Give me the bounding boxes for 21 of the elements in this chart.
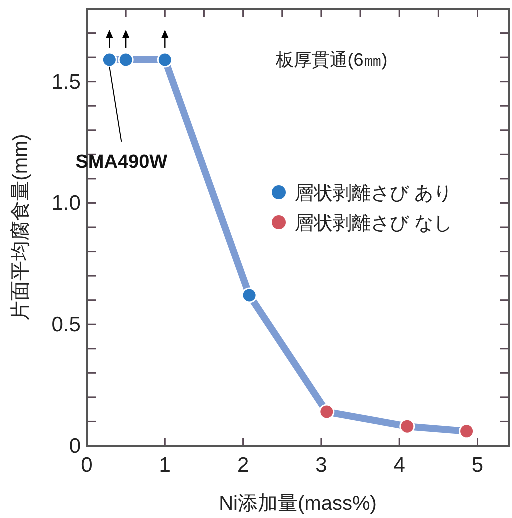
x-tick-label: 5: [472, 454, 484, 477]
y-tick-label: 1.5: [52, 70, 81, 94]
x-tick-label: 1: [159, 454, 171, 477]
x-tick-label: 3: [316, 454, 328, 477]
legend-label: 層状剥離さび あり: [295, 184, 452, 205]
point: [319, 404, 335, 420]
y-tick-label: 1.0: [52, 192, 81, 216]
x-tick-label: 2: [237, 454, 250, 477]
x-tick-label: 4: [394, 454, 406, 477]
point: [157, 52, 173, 68]
y-tick-label: 0: [69, 435, 81, 458]
y-tick-label: 0.5: [52, 314, 81, 337]
point: [459, 424, 475, 440]
y-axis-title: 片面平均腐食量(mm): [10, 134, 32, 321]
x-axis-title: Ni添加量(mass%): [219, 493, 377, 515]
point: [102, 52, 118, 68]
point: [118, 52, 134, 68]
legend-label: 層状剥離さび なし: [295, 214, 452, 235]
point: [400, 418, 416, 434]
point: [242, 288, 258, 304]
annotation: 板厚貫通(6㎜): [274, 50, 388, 70]
